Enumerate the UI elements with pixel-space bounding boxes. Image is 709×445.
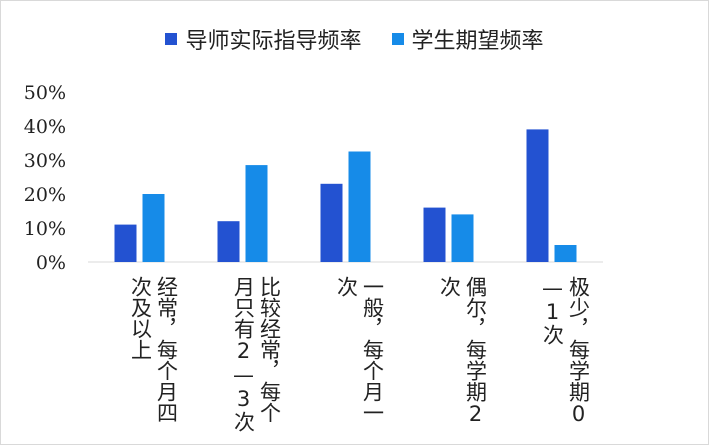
legend-swatch-expected xyxy=(391,33,404,45)
category-label: 比较经常，每个月只有2—3次 xyxy=(231,276,282,432)
y-tick-label: 20% xyxy=(24,184,66,206)
chart-legend: 导师实际指导频率 学生期望频率 xyxy=(0,24,709,54)
bar-expected xyxy=(348,151,371,262)
y-tick-label: 30% xyxy=(24,150,66,172)
y-tick-label: 0% xyxy=(36,252,66,274)
category-label: 一般，每个月一次 xyxy=(334,276,385,423)
category-label: 经常，每个月四次及以上 xyxy=(128,276,179,423)
bar-actual xyxy=(114,224,137,262)
bar-expected xyxy=(451,214,474,262)
legend-item-expected: 学生期望频率 xyxy=(391,23,544,55)
bar-actual xyxy=(217,221,240,262)
legend-label-actual: 导师实际指导频率 xyxy=(185,29,362,54)
bar-actual xyxy=(423,207,446,262)
y-tick-label: 50% xyxy=(24,82,66,104)
bar-actual xyxy=(320,183,343,262)
y-tick-label: 10% xyxy=(24,218,66,240)
legend-swatch-actual xyxy=(165,33,178,45)
bar-expected xyxy=(554,245,577,262)
legend-label-expected: 学生期望频率 xyxy=(411,29,544,54)
bar-expected xyxy=(245,165,268,262)
bar-actual xyxy=(526,129,549,262)
category-label: 极少，每学期0—1次 xyxy=(540,276,591,426)
category-label: 偶尔，每学期2次 xyxy=(437,276,488,426)
bar-expected xyxy=(142,194,165,262)
legend-item-actual: 导师实际指导频率 xyxy=(165,23,362,55)
y-tick-label: 40% xyxy=(24,116,66,138)
